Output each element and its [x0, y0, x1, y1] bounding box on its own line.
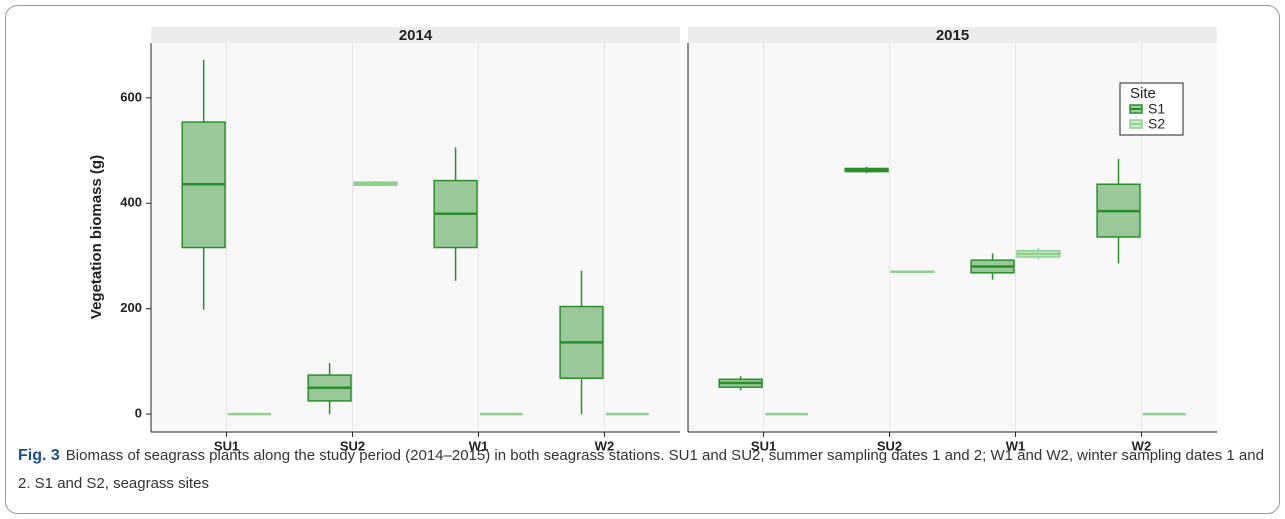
strip	[688, 27, 1217, 43]
legend-title: Site	[1130, 85, 1156, 102]
y-axis-label: Vegetation biomass (g)	[88, 155, 105, 319]
x-tick-label: W1	[469, 438, 489, 453]
caption-label: Fig. 3	[18, 447, 60, 464]
x-tick-label: W2	[1132, 438, 1152, 453]
facet-title: 2015	[936, 27, 969, 44]
strip	[151, 27, 680, 43]
x-tick-label: SU2	[340, 438, 365, 453]
x-tick-label: W2	[595, 438, 615, 453]
facet-title: 2014	[399, 27, 433, 44]
y-tick-label: 400	[120, 195, 142, 210]
x-tick-label: SU1	[751, 438, 776, 453]
y-tick-label: 0	[135, 406, 142, 421]
x-tick-label: SU2	[877, 438, 902, 453]
caption: Fig. 3 Biomass of seagrass plants along t…	[18, 442, 1276, 498]
legend-label: S1	[1148, 101, 1165, 117]
x-tick-label: W1	[1006, 438, 1026, 453]
legend-label: S2	[1148, 116, 1165, 132]
x-tick-label: SU1	[214, 438, 239, 453]
panel-background	[151, 43, 680, 432]
y-tick-label: 200	[120, 300, 142, 315]
y-tick-label: 600	[120, 89, 142, 104]
caption-text: Biomass of seagrass plants along the stu…	[18, 447, 1264, 492]
frame	[5, 5, 1280, 514]
